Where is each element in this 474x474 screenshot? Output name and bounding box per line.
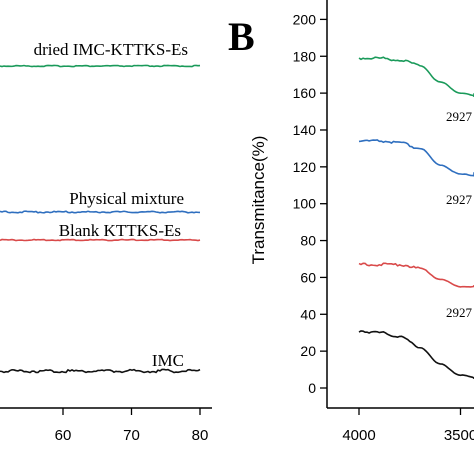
legend-label-blank: Blank KTTKS-Es — [59, 221, 181, 240]
panel-b-y-tick-label: 160 — [293, 85, 317, 101]
panel-b-x-ticks: 4000 3500 — [342, 408, 474, 444]
panel-b-series — [358, 56, 474, 380]
annotation-2927-green: 2927 — [446, 109, 473, 124]
legend-label-dried: dried IMC-KTTKS-Es — [34, 40, 188, 59]
panel-b-y-axis-label: Transmitance(%) — [249, 136, 268, 265]
panel-b-y-tick-label: 20 — [300, 343, 316, 359]
panel-a: 60 70 80 dried IMC-KTTKS-Es Physical mixtu… — [0, 40, 212, 444]
panel-b-y-tick-label: 60 — [300, 269, 316, 285]
panel-a-series-line — [0, 238, 201, 242]
legend-label-imc: IMC — [152, 351, 184, 370]
panel-a-series-line — [0, 368, 201, 374]
panel-b-y-tick-label: 40 — [300, 306, 316, 322]
panel-b-y-ticks: 0 20 40 60 80 100 120 140 160 180 200 — [293, 11, 327, 396]
panel-b-y-tick-label: 120 — [293, 159, 317, 175]
panel-b-x-tick-label: 3500 — [444, 427, 474, 444]
panel-a-series-line — [0, 210, 201, 214]
annotation-2927-blue: 2927 — [446, 192, 473, 207]
panel-b-x-tick-label: 4000 — [342, 427, 375, 444]
panel-b-y-tick-label: 200 — [293, 11, 317, 27]
panel-a-x-tick-label: 80 — [192, 427, 209, 444]
panel-b-y-tick-label: 180 — [293, 48, 317, 64]
panel-b-series-line — [358, 262, 474, 288]
legend-label-physical-mixture: Physical mixture — [69, 189, 184, 208]
annotation-2927-red: 2927 — [446, 305, 473, 320]
panel-b: 0 20 40 60 80 100 120 140 160 180 200 4000 3500 Tra… — [249, 0, 474, 444]
panel-b-y-tick-label: 80 — [300, 233, 316, 249]
panel-a-series — [0, 64, 201, 374]
panel-b-y-tick-label: 0 — [308, 380, 316, 396]
panel-b-series-line — [358, 330, 474, 380]
panel-a-series-line — [0, 64, 201, 68]
panel-a-x-ticks: 60 70 80 — [55, 408, 209, 444]
panel-b-y-tick-label: 140 — [293, 122, 317, 138]
panel-a-x-tick-label: 70 — [123, 427, 140, 444]
panel-a-x-tick-label: 60 — [55, 427, 72, 444]
panel-b-y-tick-label: 100 — [293, 196, 317, 212]
panel-b-series-line — [358, 139, 474, 177]
panel-b-series-line — [358, 56, 474, 98]
panel-b-label: B — [228, 14, 255, 59]
